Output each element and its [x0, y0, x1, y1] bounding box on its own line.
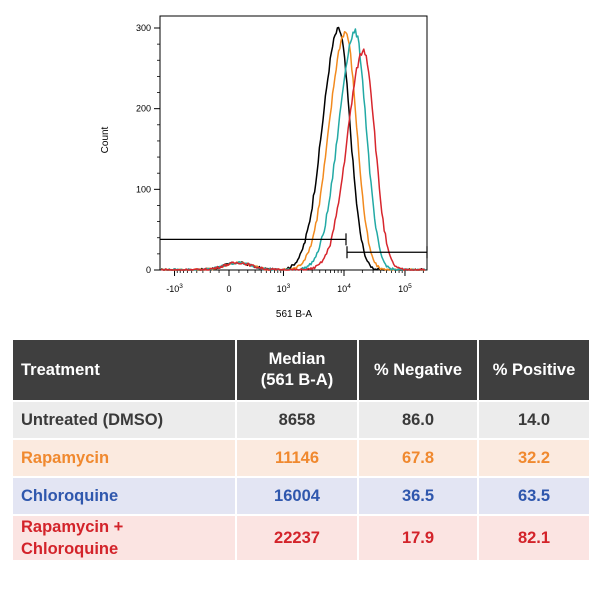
cell-positive: 14.0 [479, 402, 589, 438]
cell-median: 11146 [237, 440, 357, 476]
histogram-svg: 0 100 200 300 Count -103 0 103 104 105 561 B-A [100, 15, 428, 320]
x-tick-label: 0 [226, 284, 231, 294]
histogram-series-4 [160, 48, 426, 271]
cell-median: 16004 [237, 478, 357, 514]
x-tick-label: 103 [277, 283, 291, 294]
cell-treatment: Chloroquine [13, 478, 235, 514]
cell-negative: 17.9 [359, 516, 477, 560]
y-tick-label: 200 [136, 104, 151, 114]
header-median: Median (561 B-A) [237, 340, 357, 400]
y-tick-label: 0 [146, 265, 151, 275]
x-tick-label: 105 [398, 283, 412, 294]
table-header-row: Treatment Median (561 B-A) % Negative % … [13, 340, 589, 400]
table-row: Rapamycin 11146 67.8 32.2 [13, 440, 589, 476]
results-table: Treatment Median (561 B-A) % Negative % … [11, 338, 591, 562]
cell-treatment: Untreated (DMSO) [13, 402, 235, 438]
cell-treatment-line2: Chloroquine [21, 540, 119, 558]
x-tick-label: 104 [337, 283, 351, 294]
y-tick-label: 100 [136, 184, 151, 194]
header-treatment: Treatment [13, 340, 235, 400]
cell-median: 8658 [237, 402, 357, 438]
header-negative: % Negative [359, 340, 477, 400]
cell-negative: 67.8 [359, 440, 477, 476]
cell-positive: 63.5 [479, 478, 589, 514]
cell-treatment-line1: Rapamycin + [21, 518, 124, 536]
cell-treatment: Rapamycin [13, 440, 235, 476]
cell-positive: 32.2 [479, 440, 589, 476]
x-tick-label: -103 [166, 283, 183, 294]
y-axis-title: Count [100, 126, 111, 153]
header-positive: % Positive [479, 340, 589, 400]
cell-negative: 86.0 [359, 402, 477, 438]
x-axis-title: 561 B-A [276, 309, 312, 320]
table-row: Chloroquine 16004 36.5 63.5 [13, 478, 589, 514]
header-median-line1: Median [268, 350, 326, 368]
histogram-chart: 0 100 200 300 Count -103 0 103 104 105 561 B-A [100, 15, 428, 320]
table-row: Untreated (DMSO) 8658 86.0 14.0 [13, 402, 589, 438]
y-tick-label: 300 [136, 23, 151, 33]
header-median-line2: (561 B-A) [260, 371, 334, 389]
table-row: Rapamycin + Chloroquine 22237 17.9 82.1 [13, 516, 589, 560]
plot-frame [159, 15, 428, 271]
cell-median: 22237 [237, 516, 357, 560]
cell-treatment: Rapamycin + Chloroquine [13, 516, 235, 560]
cell-positive: 82.1 [479, 516, 589, 560]
cell-negative: 36.5 [359, 478, 477, 514]
